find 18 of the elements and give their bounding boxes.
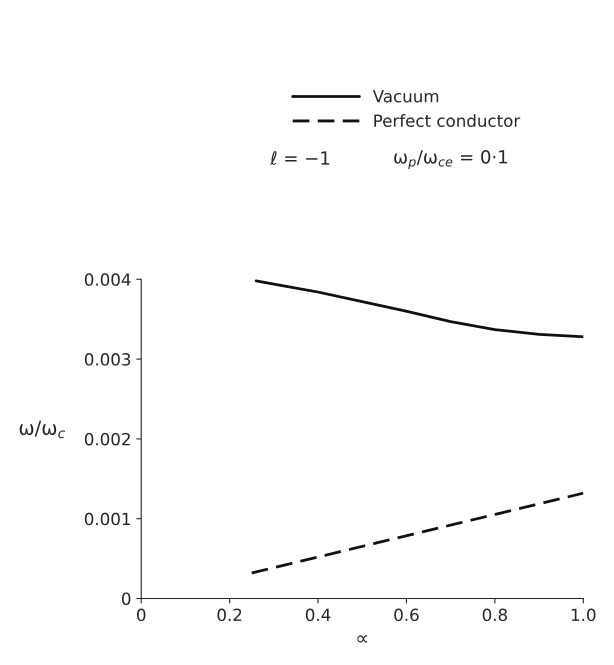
x-tick-label: 0.8 [482,608,507,622]
y-tick-label: 0.002 [84,432,130,446]
legend-label: Perfect conductor [374,114,520,128]
x-tick-label: 0.4 [306,608,330,622]
x-tick-label: 0 [137,608,146,622]
x-axis-title: ∝ [357,635,368,643]
line-series [254,280,584,338]
x-tick-label: 0.2 [217,608,242,622]
y-tick-label: 0 [122,592,130,606]
x-tick-label: 0.6 [394,608,419,622]
text: ω$_{p}$/ω$_{ce}$ = 0·1 [394,150,508,170]
legend-label: Vacuum [372,90,438,103]
y-axis-title: ω/ω$_{c}$ [20,420,65,438]
x-tick-label: 1.0 [572,608,596,622]
y-tick-label: 0.001 [84,512,130,526]
y-tick-label: 0.004 [84,273,131,286]
y-tick-label: 0.003 [84,353,130,366]
text: ℓ = −1 [270,151,330,165]
